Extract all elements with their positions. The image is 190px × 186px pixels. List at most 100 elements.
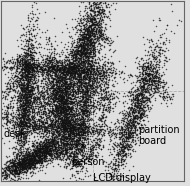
Point: [86, 73, 89, 76]
Point: [59, 117, 63, 120]
Point: [86, 29, 89, 32]
Point: [43, 78, 46, 81]
Point: [68, 92, 71, 95]
Point: [80, 80, 83, 83]
Point: [20, 102, 23, 105]
Point: [37, 146, 40, 149]
Point: [51, 122, 55, 125]
Point: [130, 136, 133, 139]
Point: [83, 48, 86, 51]
Point: [61, 91, 64, 94]
Point: [25, 34, 28, 37]
Point: [93, 35, 96, 38]
Point: [102, 83, 105, 86]
Point: [65, 70, 68, 73]
Point: [15, 98, 18, 101]
Point: [70, 68, 73, 71]
Point: [90, 152, 93, 155]
Point: [61, 134, 64, 137]
Point: [39, 52, 42, 55]
Point: [84, 47, 87, 50]
Point: [67, 87, 70, 90]
Point: [121, 160, 124, 163]
Point: [16, 60, 19, 63]
Point: [60, 112, 63, 115]
Point: [154, 99, 157, 102]
Point: [29, 95, 32, 98]
Point: [84, 47, 87, 50]
Point: [52, 131, 55, 134]
Point: [83, 100, 86, 103]
Point: [74, 117, 77, 120]
Point: [32, 67, 35, 70]
Point: [115, 168, 118, 171]
Point: [18, 59, 21, 62]
Point: [27, 89, 30, 92]
Point: [66, 67, 69, 70]
Point: [20, 59, 23, 62]
Point: [24, 76, 27, 78]
Point: [62, 109, 65, 112]
Point: [99, 107, 102, 110]
Point: [86, 155, 89, 158]
Point: [44, 61, 47, 64]
Point: [97, 127, 100, 130]
Point: [72, 135, 75, 138]
Point: [57, 76, 60, 79]
Point: [131, 140, 134, 143]
Point: [38, 158, 41, 161]
Point: [43, 88, 46, 91]
Point: [106, 100, 109, 103]
Point: [145, 67, 148, 70]
Point: [82, 36, 85, 39]
Point: [73, 140, 76, 143]
Point: [34, 158, 37, 161]
Point: [51, 114, 55, 117]
Point: [93, 18, 96, 21]
Point: [69, 143, 72, 146]
Point: [83, 161, 86, 164]
Point: [55, 114, 58, 117]
Point: [76, 86, 79, 89]
Point: [12, 169, 15, 172]
Point: [84, 28, 87, 31]
Point: [25, 118, 28, 121]
Point: [83, 74, 86, 77]
Point: [148, 44, 151, 47]
Point: [81, 95, 84, 98]
Point: [30, 73, 33, 76]
Point: [105, 34, 108, 37]
Point: [108, 172, 111, 175]
Point: [48, 54, 51, 57]
Point: [131, 133, 134, 136]
Point: [138, 78, 141, 81]
Point: [24, 160, 27, 163]
Point: [77, 73, 80, 76]
Point: [89, 33, 92, 36]
Point: [77, 101, 80, 104]
Point: [47, 70, 50, 73]
Point: [86, 60, 89, 63]
Point: [10, 113, 13, 116]
Point: [28, 157, 32, 160]
Point: [100, 117, 103, 120]
Point: [52, 152, 55, 155]
Point: [8, 160, 11, 163]
Point: [110, 160, 113, 163]
Point: [162, 94, 165, 97]
Point: [82, 60, 85, 63]
Point: [76, 121, 79, 124]
Point: [32, 142, 35, 145]
Point: [52, 87, 55, 90]
Point: [33, 136, 36, 139]
Point: [99, 33, 102, 36]
Point: [116, 90, 119, 93]
Point: [82, 121, 85, 124]
Point: [79, 84, 82, 87]
Point: [89, 23, 92, 26]
Point: [86, 48, 89, 51]
Point: [111, 176, 114, 179]
Point: [62, 105, 65, 108]
Point: [90, 24, 93, 27]
Point: [93, 10, 96, 13]
